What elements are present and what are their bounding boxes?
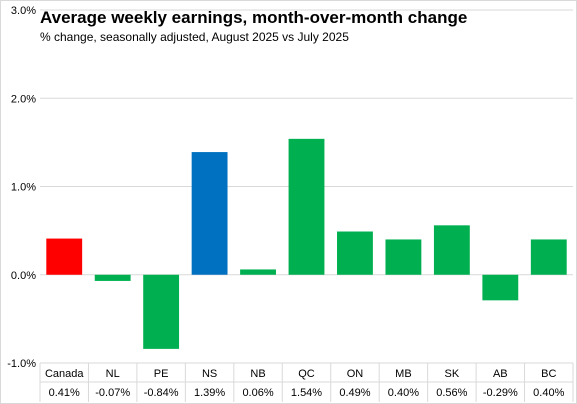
- category-label: BC: [541, 368, 556, 380]
- data-label: -0.29%: [483, 387, 518, 399]
- chart-subtitle: % change, seasonally adjusted, August 20…: [40, 30, 349, 44]
- data-label: 0.49%: [339, 387, 370, 399]
- category-label: MB: [395, 368, 412, 380]
- bar: [385, 239, 422, 275]
- data-label: 0.56%: [436, 387, 467, 399]
- bar: [433, 225, 470, 275]
- data-label: 0.41%: [49, 387, 80, 399]
- bar: [288, 138, 325, 275]
- category-label: NL: [106, 368, 120, 380]
- category-label: Canada: [45, 368, 84, 380]
- data-label: 0.40%: [388, 387, 419, 399]
- category-label: NB: [250, 368, 265, 380]
- data-label: 0.40%: [533, 387, 564, 399]
- category-label: QC: [298, 368, 315, 380]
- y-tick-label: -1.0%: [7, 358, 36, 370]
- category-label: SK: [445, 368, 460, 380]
- category-label: ON: [347, 368, 364, 380]
- data-label: 1.39%: [194, 387, 225, 399]
- y-tick-label: 3.0%: [11, 5, 36, 17]
- bar: [191, 152, 228, 275]
- data-label: -0.07%: [95, 387, 130, 399]
- bar: [240, 269, 276, 275]
- bar: [337, 231, 373, 275]
- chart-title: Average weekly earnings, month-over-mont…: [40, 8, 468, 27]
- bar: [530, 239, 567, 275]
- bar: [46, 238, 83, 275]
- y-tick-label: 2.0%: [11, 93, 36, 105]
- bar: [143, 274, 180, 349]
- category-label: AB: [493, 368, 508, 380]
- category-label: PE: [154, 368, 169, 380]
- data-label: 1.54%: [291, 387, 322, 399]
- data-label: -0.84%: [144, 387, 179, 399]
- y-tick-label: 0.0%: [11, 270, 36, 282]
- bar: [94, 274, 131, 281]
- bar: [482, 274, 519, 301]
- category-label: NS: [202, 368, 217, 380]
- y-tick-label: 1.0%: [11, 182, 36, 194]
- data-label: 0.06%: [242, 387, 273, 399]
